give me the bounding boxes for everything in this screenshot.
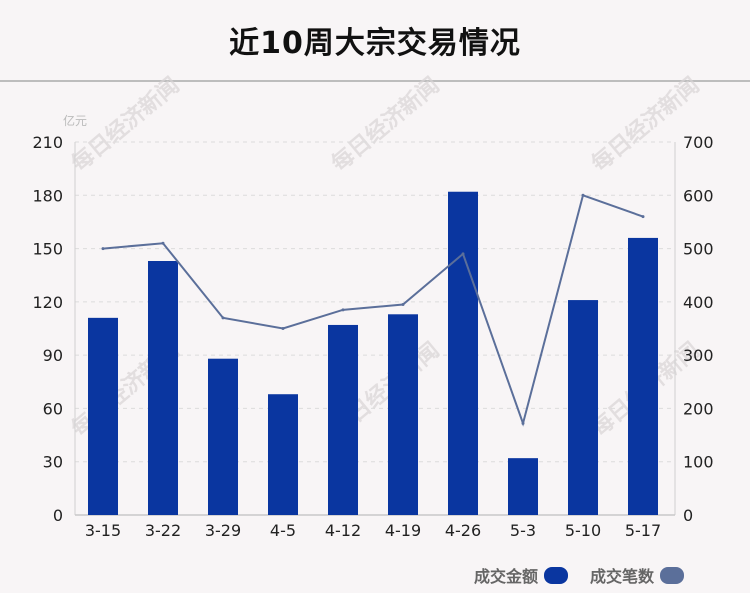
y-left-tick-1: 30 (43, 453, 63, 472)
y-left-tick-0: 0 (53, 506, 63, 525)
y-left-tick-7: 210 (32, 133, 63, 152)
line-series (101, 193, 645, 427)
point-4-5 (281, 327, 285, 330)
point-3-29 (221, 316, 225, 320)
bar-4-5 (268, 394, 298, 515)
y-right-tick-2: 200 (683, 399, 714, 418)
legend-item-count: 成交笔数 (590, 563, 684, 587)
legend-label-count: 成交笔数 (589, 567, 654, 586)
bar-5-17 (628, 237, 658, 515)
y-right-tick-3: 300 (683, 346, 714, 365)
point-5-3 (521, 421, 525, 425)
chart-title: 近10周大宗交易情况 (229, 26, 521, 61)
legend-label-amount: 成交金额 (473, 567, 538, 586)
y-right-tick-4: 400 (683, 293, 714, 312)
bar-4-19 (388, 314, 418, 515)
axis-labels: 0 30 60 90 120 150 180 210 0 100 200 300 400 500 600 70… (32, 113, 713, 540)
point-3-15 (101, 247, 105, 251)
line-成交笔数 (102, 193, 644, 427)
title-divider (0, 80, 750, 82)
y-left-tick-6: 180 (32, 186, 63, 205)
bar-4-26 (448, 191, 478, 515)
y-right-tick-6: 600 (683, 186, 714, 205)
y-left-unit: 亿元 (63, 113, 87, 128)
bar-4-12 (328, 324, 358, 515)
x-tick-6: 4-26 (445, 521, 481, 540)
point-5-17 (641, 215, 645, 219)
bar-5-10 (568, 300, 598, 515)
x-tick-4: 4-12 (325, 521, 361, 540)
bar-3-22 (148, 261, 178, 515)
bars-series (88, 191, 658, 515)
point-5-10 (581, 193, 585, 197)
point-3-22 (161, 241, 165, 245)
x-tick-9: 5-17 (625, 521, 661, 540)
watermark-2: 每日经济新闻 (587, 72, 705, 177)
y-left-tick-3: 90 (43, 346, 63, 365)
x-tick-8: 5-10 (565, 521, 601, 540)
bar-3-29 (208, 358, 238, 515)
legend-swatch-count (660, 566, 684, 584)
bar-3-15 (88, 317, 118, 515)
x-tick-1: 3-22 (145, 521, 181, 540)
y-left-tick-2: 60 (43, 399, 63, 418)
legend-swatch-amount (543, 566, 568, 584)
bar-5-3 (508, 458, 538, 515)
y-right-tick-5: 500 (683, 240, 714, 259)
y-right-tick-7: 700 (683, 133, 714, 152)
x-tick-2: 3-29 (205, 521, 241, 540)
x-tick-7: 5-3 (510, 521, 536, 540)
watermark-1: 每日经济新闻 (327, 72, 445, 177)
y-right-tick-0: 0 (683, 506, 693, 525)
point-4-12 (341, 308, 345, 312)
legend-item-amount: 成交金额 (474, 563, 568, 587)
y-left-tick-4: 120 (32, 293, 63, 312)
x-tick-5: 4-19 (385, 521, 421, 540)
y-left-tick-5: 150 (32, 240, 63, 259)
point-4-19 (401, 303, 405, 307)
y-right-tick-1: 100 (683, 453, 714, 472)
legend: 成交金额 成交笔数 (462, 563, 684, 587)
x-tick-0: 3-15 (85, 521, 121, 540)
x-tick-3: 4-5 (270, 521, 296, 540)
point-4-26 (461, 252, 465, 256)
